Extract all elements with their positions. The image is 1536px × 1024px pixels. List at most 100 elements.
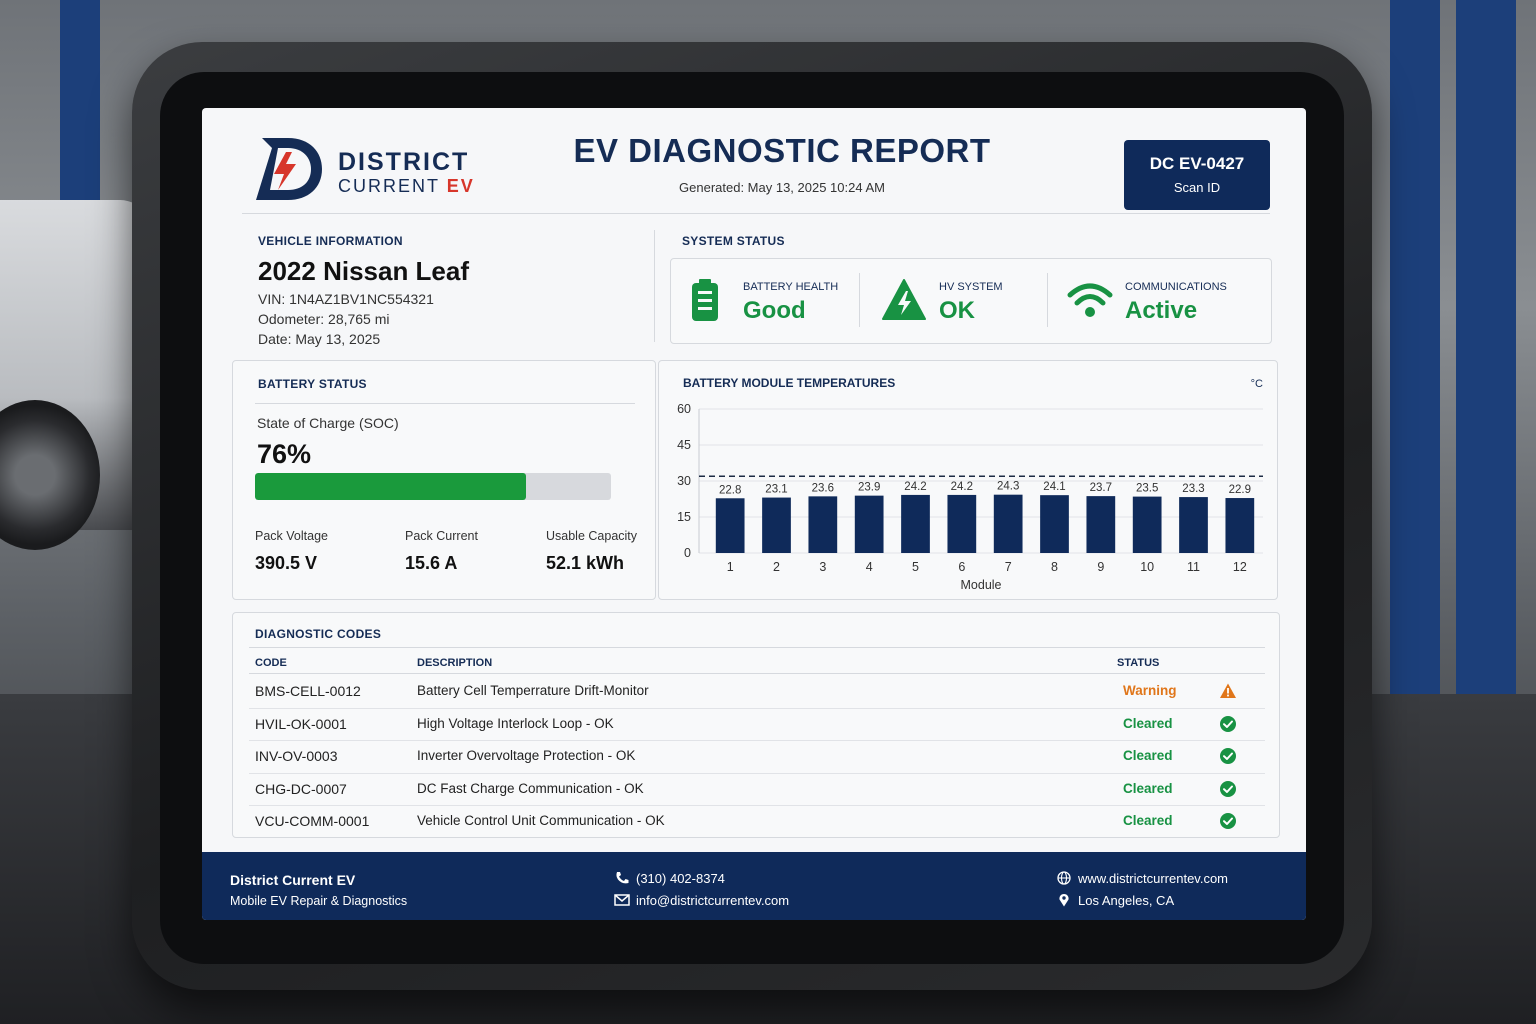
system-status-card: BATTERY HEALTH Good HV SYSTEM OK COMMUNI… — [670, 258, 1272, 344]
logo-mark-icon — [256, 138, 322, 200]
background-car-wheel — [0, 400, 100, 550]
hv-system-status: HV SYSTEM OK — [881, 273, 1051, 331]
x-tick-label: 8 — [1051, 560, 1058, 574]
vehicle-date: Date: May 13, 2025 — [258, 331, 381, 347]
high-voltage-warning-icon — [882, 279, 926, 320]
footer-location: Los Angeles, CA — [1056, 893, 1174, 908]
status-column-header: STATUS — [1117, 657, 1160, 669]
x-tick-label: 6 — [958, 560, 965, 574]
soc-value: 76% — [257, 439, 312, 469]
chart-bar-module-12 — [1225, 498, 1255, 553]
chart-bar-module-9 — [1086, 496, 1116, 553]
bar-data-label: 23.5 — [1136, 483, 1158, 495]
vehicle-info-heading: VEHICLE INFORMATION — [258, 234, 403, 248]
bar-data-label: 24.3 — [997, 481, 1019, 493]
bar-data-label: 22.9 — [1229, 484, 1251, 496]
codes-divider — [249, 647, 1265, 648]
x-tick-label: 4 — [866, 560, 873, 574]
bar-data-label: 23.7 — [1090, 482, 1112, 494]
diagnostic-codes-heading: DIAGNOSTIC CODES — [255, 627, 382, 641]
battery-health-value: Good — [743, 297, 806, 324]
footer-website-text: www.districtcurrentev.com — [1078, 871, 1229, 886]
usable-capacity-metric: Usable Capacity 52.1 kWh — [546, 529, 637, 574]
x-tick-label: 10 — [1140, 560, 1154, 574]
status-separator — [1047, 273, 1048, 327]
chart-bar-module-10 — [1132, 496, 1162, 553]
status-cell: Warning — [1123, 683, 1177, 698]
description-cell: Inverter Overvoltage Protection - OK — [417, 748, 636, 763]
pack-voltage-metric: Pack Voltage 390.5 V — [255, 529, 328, 574]
vehicle-name: 2022 Nissan Leaf — [258, 256, 470, 286]
row-divider — [249, 707, 1265, 709]
description-column-header: DESCRIPTION — [417, 657, 493, 669]
status-separator — [859, 273, 860, 327]
logo-text-ev: EV — [446, 176, 475, 196]
chart-bar-module-5 — [901, 494, 930, 553]
description-cell: DC Fast Charge Communication - OK — [417, 780, 644, 796]
footer-website[interactable]: www.districtcurrentev.com — [1056, 871, 1228, 886]
background-pillar — [60, 0, 100, 210]
x-tick-label: 12 — [1233, 560, 1247, 574]
module-temperature-chart: BATTERY MODULE TEMPERATURES °C01530456022… — [677, 376, 1263, 592]
table-row[interactable]: INV-OV-0003 Inverter Overvoltage Protecti… — [249, 740, 1265, 772]
footer-phone-text: (310) 402-8374 — [636, 871, 725, 886]
battery-status-card: BATTERY STATUS State of Charge (SOC) 76%… — [232, 360, 656, 600]
chart-bar-module-3 — [808, 496, 838, 553]
description-cell: Battery Cell Temperrature Drift-Monitor — [417, 683, 649, 698]
company-logo: DISTRICT CURRENT EV — [248, 134, 478, 204]
footer-phone[interactable]: (310) 402-8374 — [614, 871, 725, 886]
table-row[interactable]: CHG-DC-0007 DC Fast Charge Communication … — [249, 773, 1265, 805]
bar-data-label: 22.8 — [719, 484, 741, 496]
x-tick-label: 11 — [1187, 560, 1200, 574]
codes-header-divider — [249, 673, 1265, 674]
communications-value: Active — [1125, 297, 1198, 324]
usable-capacity-value: 52.1 kWh — [546, 553, 625, 573]
battery-icon — [692, 279, 718, 321]
page-title: EV DIAGNOSTIC REPORT — [573, 132, 991, 169]
code-cell: INV-OV-0003 — [255, 748, 338, 764]
hv-system-label: HV SYSTEM — [939, 281, 1003, 293]
footer-email-text: info@districtcurrentev.com — [636, 893, 790, 908]
y-tick-label: 30 — [677, 474, 691, 488]
chart-bar-module-7 — [993, 494, 1023, 553]
table-row[interactable]: BMS-CELL-0012 Battery Cell Temperrature D… — [249, 675, 1265, 707]
generated-timestamp: Generated: May 13, 2025 10:24 AM — [679, 180, 885, 195]
table-row[interactable]: VCU-COMM-0001 Vehicle Control Unit Commun… — [249, 805, 1265, 837]
check-circle-icon — [1220, 748, 1236, 764]
soc-progress-fill — [255, 473, 526, 500]
soc-label: State of Charge (SOC) — [257, 415, 399, 431]
code-cell: VCU-COMM-0001 — [255, 813, 370, 829]
globe-icon — [1057, 871, 1071, 885]
module-temperature-card: BATTERY MODULE TEMPERATURES °C 0 15 30 45 60 22… — [658, 360, 1278, 600]
code-cell: HVIL-OK-0001 — [255, 715, 347, 732]
status-cell: Cleared — [1123, 780, 1173, 796]
pack-voltage-value: 390.5 V — [255, 553, 318, 573]
warning-icon — [1220, 683, 1236, 698]
background-pillar — [1456, 0, 1516, 760]
status-cell: Cleared — [1123, 715, 1173, 731]
status-cell: Cleared — [1123, 748, 1173, 763]
description-cell: High Voltage Interlock Loop - OK — [417, 715, 614, 731]
bar-data-label: 24.2 — [904, 481, 926, 493]
section-divider — [654, 230, 655, 342]
footer-email[interactable]: info@districtcurrentev.com — [614, 893, 789, 908]
battery-divider — [255, 403, 635, 404]
bar-data-label: 23.6 — [812, 482, 834, 494]
x-tick-label: 2 — [773, 560, 780, 574]
chart-bar-module-2 — [762, 497, 791, 553]
battery-health-status: BATTERY HEALTH Good — [685, 273, 855, 331]
background-pillar — [1390, 0, 1440, 700]
bar-data-label: 23.3 — [1182, 483, 1204, 495]
scan-id-value: DC EV-0427 — [1149, 154, 1245, 173]
vehicle-vin: VIN: 1N4AZ1BV1NC554321 — [258, 291, 434, 307]
logo-text-current: CURRENT EV — [338, 176, 475, 197]
code-cell: BMS-CELL-0012 — [255, 683, 361, 699]
y-tick-label: 45 — [677, 438, 691, 452]
system-status-heading: SYSTEM STATUS — [682, 234, 785, 248]
pack-current-label: Pack Current — [405, 529, 478, 543]
pack-voltage-label: Pack Voltage — [255, 529, 328, 543]
pack-current-value: 15.6 A — [405, 553, 458, 573]
chart-bar-module-1 — [715, 498, 745, 553]
x-tick-label: 7 — [1005, 560, 1012, 574]
table-row[interactable]: HVIL-OK-0001 High Voltage Interlock Loop … — [249, 708, 1265, 740]
